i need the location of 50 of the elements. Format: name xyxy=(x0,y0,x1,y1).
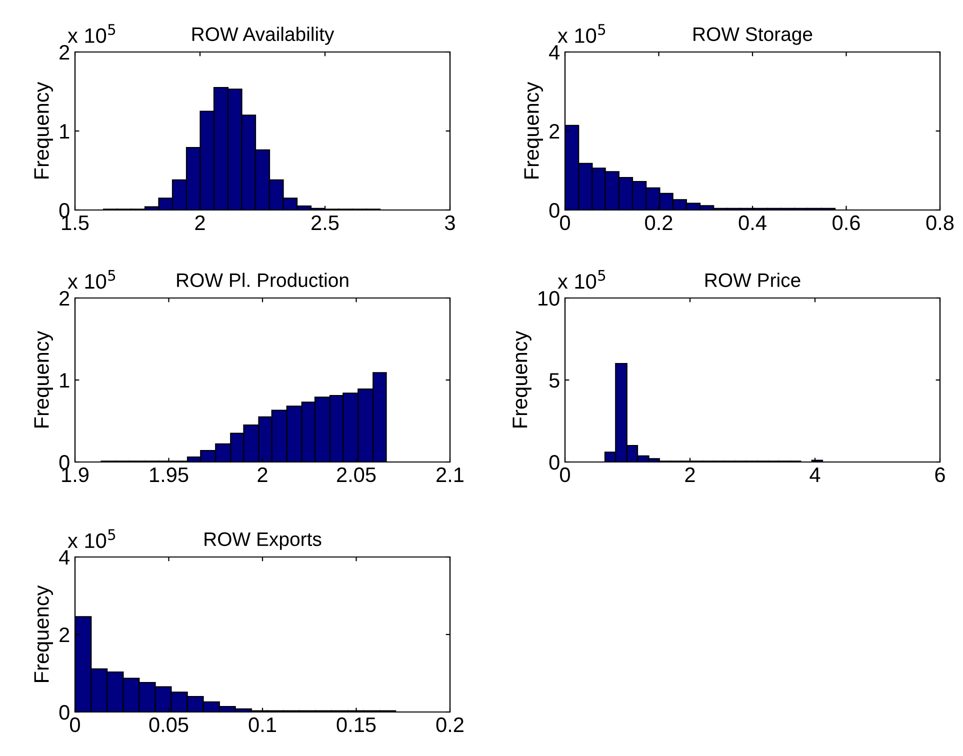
x-tick-label: 2 xyxy=(685,467,695,482)
x-tick-label: 2.1 xyxy=(436,467,464,482)
text: x 10$^{5}$ xyxy=(68,270,116,289)
x-tick-label: 2.5 xyxy=(312,215,339,230)
x-tick-label: 6 xyxy=(935,467,945,482)
x-tick-label: 2 xyxy=(258,467,268,482)
x-tick-label: 4 xyxy=(810,468,820,482)
y-tick-label: 10 xyxy=(538,291,560,306)
x-tick-label: 0 xyxy=(70,717,80,732)
x-tick-label: 0.05 xyxy=(149,717,188,732)
x-tick-label: 0.1 xyxy=(248,717,276,732)
x-tick-label: 1.5 xyxy=(62,216,89,230)
y-tick-label: 1 xyxy=(60,373,70,388)
x-tick-label: 0 xyxy=(560,467,570,482)
x-tick-label: 0.2 xyxy=(436,717,464,732)
y-tick-label: 5 xyxy=(549,373,560,388)
x-tick-label: 2 xyxy=(195,215,205,230)
x-tick-label: 0.2 xyxy=(645,215,672,230)
y-axis-title: Frequency xyxy=(34,82,53,178)
chart-title: ROW Pl. Production xyxy=(177,272,348,288)
y-tick-label: 2 xyxy=(550,124,560,139)
x-tick-label: 0.15 xyxy=(336,717,376,732)
x-tick-label: 3 xyxy=(445,215,455,230)
y-tick-label: 0 xyxy=(549,455,560,470)
text: x 10$^{5}$ xyxy=(558,270,606,289)
chart-title: ROW Exports xyxy=(204,532,322,550)
y-tick-label: 0 xyxy=(59,705,70,720)
text: x 10$^{5}$ xyxy=(68,529,116,548)
y-tick-label: 4 xyxy=(59,550,70,565)
x-tick-label: 0.8 xyxy=(926,215,954,230)
x-tick-label: 2.05 xyxy=(337,467,376,482)
y-axis-title: Frequency xyxy=(34,330,53,428)
x-tick-label: 1.95 xyxy=(150,467,188,482)
text: x 10$^{5}$ xyxy=(558,24,606,43)
chart-title: ROW Storage xyxy=(694,27,812,45)
x-tick-label: 0.4 xyxy=(738,215,766,230)
y-tick-label: 2 xyxy=(60,45,70,60)
y-tick-label: 2 xyxy=(60,291,70,306)
x-tick-label: 0 xyxy=(560,215,570,230)
y-tick-label: 2 xyxy=(60,628,70,642)
chart-title: ROW Price xyxy=(705,272,800,288)
y-tick-label: 0 xyxy=(549,203,560,218)
y-tick-label: 1 xyxy=(60,124,70,139)
chart-title: ROW Availability xyxy=(192,26,334,45)
x-tick-label: 0.6 xyxy=(832,215,860,230)
y-axis-title: Frequency xyxy=(524,82,543,178)
text: x 10$^{5}$ xyxy=(68,24,116,43)
y-axis-title: Frequency xyxy=(34,585,53,682)
y-tick-label: 4 xyxy=(549,45,560,60)
y-axis-title: Frequency xyxy=(512,330,532,428)
